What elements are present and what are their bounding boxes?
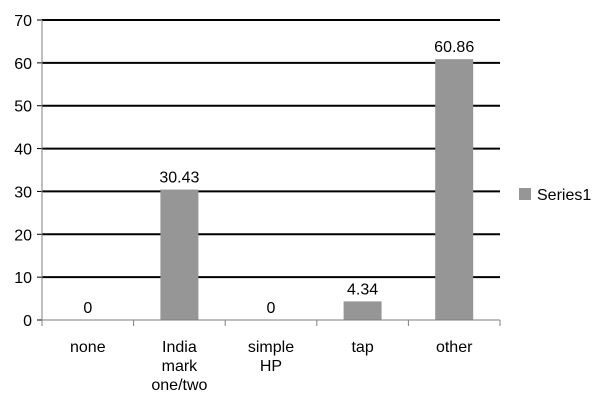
y-axis-tick-labels: 0 10 20 30 40 50 60 70	[14, 13, 42, 330]
gridlines	[42, 19, 500, 279]
y-tick-label: 0	[23, 313, 32, 330]
legend-swatch	[519, 188, 531, 200]
category-label: simple	[248, 339, 294, 356]
legend-label: Series1	[537, 187, 591, 204]
y-tick-label: 50	[14, 99, 32, 116]
legend: Series1	[519, 187, 591, 204]
y-tick-label: 20	[14, 227, 32, 244]
x-axis	[41, 20, 501, 326]
y-tick-label: 70	[14, 13, 32, 30]
data-label: 0	[267, 300, 276, 317]
y-tick-label: 40	[14, 142, 32, 159]
data-label: 30.43	[159, 170, 199, 187]
category-label: other	[436, 339, 473, 356]
category-label: HP	[260, 358, 282, 375]
category-label: one/two	[151, 377, 207, 394]
bar	[435, 59, 474, 321]
data-labels: 0 30.43 0 4.34 60.86	[83, 39, 474, 317]
data-label: 4.34	[347, 281, 378, 298]
y-tick-label: 30	[14, 184, 32, 201]
data-label: 0	[83, 300, 92, 317]
bar	[160, 189, 199, 320]
category-label: mark	[162, 358, 199, 375]
category-label: India	[162, 339, 197, 356]
bar	[343, 301, 382, 320]
category-label: tap	[351, 339, 373, 356]
category-label: none	[70, 339, 106, 356]
bars	[160, 59, 474, 321]
y-tick-label: 60	[14, 56, 32, 73]
y-tick-label: 10	[14, 270, 32, 287]
category-labels: none India mark one/two simple HP tap other	[70, 339, 473, 394]
data-label: 60.86	[434, 39, 474, 56]
